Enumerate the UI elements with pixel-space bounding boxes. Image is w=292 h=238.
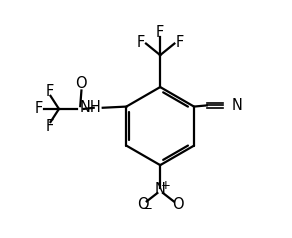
Text: F: F [45, 84, 53, 99]
Text: N: N [232, 98, 243, 113]
Text: NH: NH [80, 100, 102, 115]
Text: F: F [137, 35, 145, 50]
Text: O: O [137, 197, 148, 212]
Text: O: O [172, 197, 184, 212]
Text: +: + [161, 179, 170, 193]
Text: F: F [34, 101, 43, 116]
Text: N: N [155, 182, 166, 197]
Text: F: F [45, 119, 53, 134]
Text: −: − [143, 202, 153, 215]
Text: O: O [76, 76, 87, 91]
Text: F: F [175, 35, 184, 50]
Text: F: F [156, 25, 164, 40]
